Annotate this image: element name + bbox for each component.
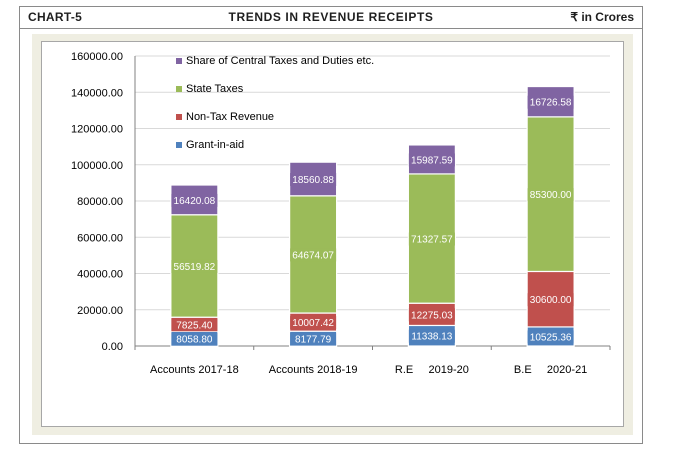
data-label-bg [408, 153, 455, 167]
data-label: 11338.13 [411, 332, 452, 343]
legend-label: Grant-in-aid [186, 139, 244, 151]
x-tick-label: B.E 2020-21 [514, 364, 587, 376]
legend-swatch [176, 114, 182, 120]
y-tick-label: 0.00 [102, 341, 123, 353]
data-label-bg [290, 248, 337, 262]
data-label-bg [290, 172, 337, 186]
y-tick-label: 40000.00 [77, 269, 123, 281]
data-label: 16726.58 [530, 98, 572, 109]
data-label-bg [290, 316, 337, 330]
x-tick-label: Accounts 2017-18 [150, 364, 239, 376]
y-tick-label: 20000.00 [77, 305, 123, 317]
data-label: 64674.07 [292, 250, 334, 261]
legend-swatch [176, 142, 182, 148]
data-label-bg [408, 329, 455, 343]
legend-label: State Taxes [186, 83, 244, 95]
data-label: 8177.79 [295, 335, 332, 346]
data-label-bg [527, 330, 574, 344]
chart-header: CHART-5 TRENDS IN REVENUE RECEIPTS ₹ in … [20, 7, 642, 29]
y-tick-label: 60000.00 [77, 232, 123, 244]
y-tick-label: 140000.00 [71, 87, 123, 99]
legend-swatch [176, 86, 182, 92]
data-label: 56519.82 [174, 262, 216, 273]
data-label-bg [171, 318, 218, 332]
data-label-bg [527, 95, 574, 109]
legend-swatch [176, 58, 182, 64]
y-tick-label: 100000.00 [71, 160, 123, 172]
data-label-bg [171, 193, 218, 207]
y-tick-label: 160000.00 [71, 51, 123, 63]
data-label: 16420.08 [174, 196, 216, 207]
data-label: 71327.57 [411, 235, 453, 246]
data-label-bg [408, 232, 455, 246]
data-label: 8058.80 [176, 335, 213, 346]
data-label: 10007.42 [292, 318, 334, 329]
data-label-bg [527, 188, 574, 202]
data-label-bg [171, 259, 218, 273]
data-label: 12275.03 [411, 310, 453, 321]
data-label-bg [408, 308, 455, 322]
data-label: 15987.59 [411, 155, 453, 166]
y-tick-label: 120000.00 [71, 124, 123, 136]
data-label: 30600.00 [530, 295, 572, 306]
legend-label: Non-Tax Revenue [186, 111, 274, 123]
data-label-bg [290, 332, 337, 346]
data-label: 85300.00 [530, 190, 572, 201]
data-label-bg [527, 293, 574, 307]
x-tick-label: R.E 2019-20 [395, 364, 469, 376]
chart-number: CHART-5 [28, 10, 83, 24]
y-tick-label: 80000.00 [77, 196, 123, 208]
data-label: 18560.88 [292, 175, 334, 186]
legend-label: Share of Central Taxes and Duties etc. [186, 55, 374, 67]
data-label: 10525.36 [530, 332, 572, 343]
unit-label: ₹ in Crores [570, 10, 634, 24]
data-label-bg [171, 332, 218, 346]
data-label: 7825.40 [176, 320, 213, 331]
chart-title: TRENDS IN REVENUE RECEIPTS [228, 10, 434, 24]
x-tick-label: Accounts 2018-19 [269, 364, 358, 376]
